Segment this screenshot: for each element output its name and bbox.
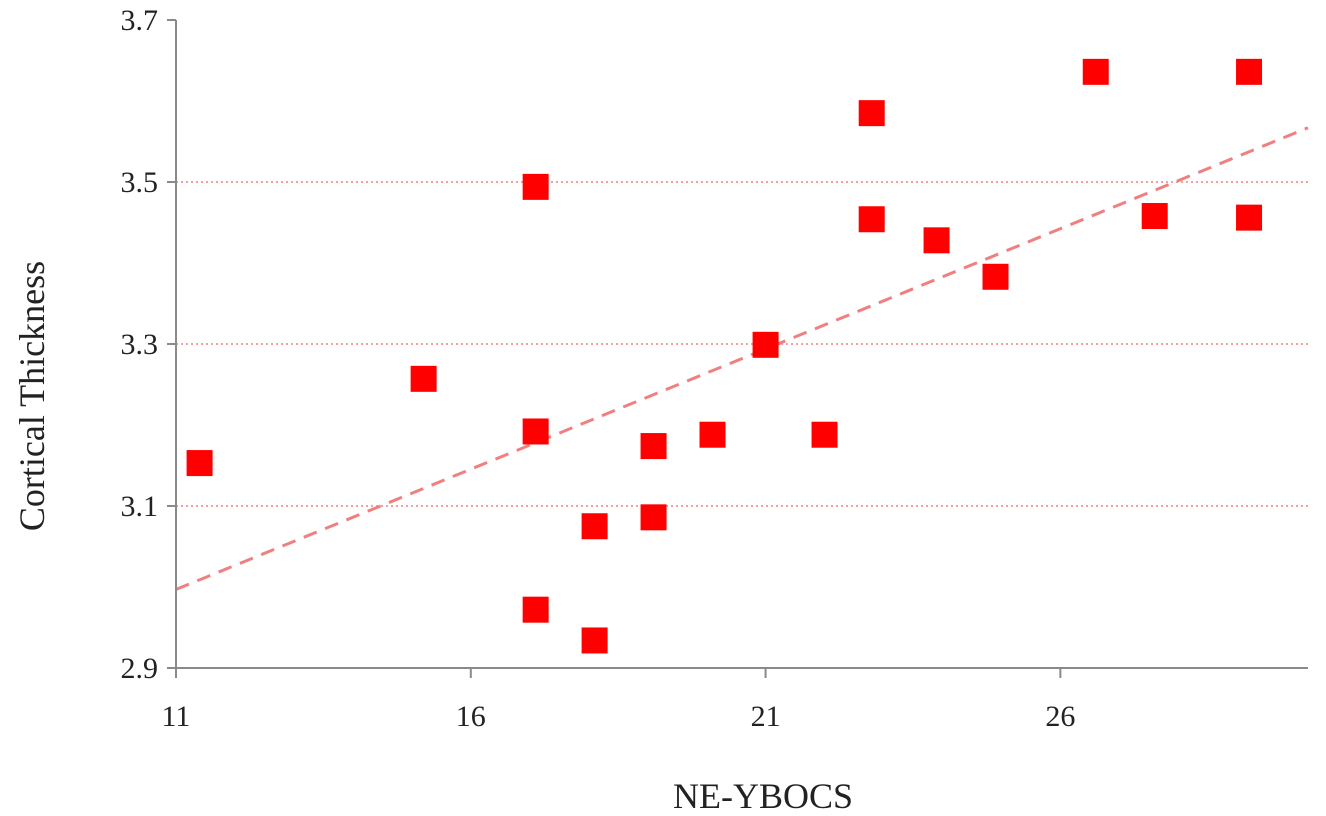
- y-axis-title: Cortical Thickness: [12, 261, 52, 531]
- x-tick-label: 26: [1045, 700, 1075, 733]
- data-point: [581, 627, 608, 654]
- data-point: [858, 100, 885, 127]
- data-points: [186, 58, 1263, 654]
- tick-labels: 2.9 3.1 3.3 3.5 3.7 11 16 21 26: [121, 4, 1076, 733]
- data-point: [1082, 58, 1109, 85]
- data-point: [699, 421, 726, 448]
- x-tick-label: 21: [751, 700, 781, 733]
- y-tick-label: 3.5: [121, 166, 159, 199]
- x-tick-label: 11: [162, 700, 191, 733]
- y-tick-label: 2.9: [121, 652, 159, 685]
- data-point: [410, 365, 437, 392]
- trendline-layer: [175, 126, 1309, 591]
- data-point: [982, 263, 1009, 290]
- data-point: [752, 331, 779, 358]
- y-tick-label: 3.7: [121, 4, 159, 37]
- data-point: [640, 504, 667, 531]
- data-point: [522, 173, 549, 200]
- axes: [167, 19, 1308, 678]
- data-point: [923, 227, 950, 254]
- x-tick-label: 16: [456, 700, 486, 733]
- data-point: [581, 513, 608, 540]
- data-point: [858, 206, 885, 233]
- x-axis-title: NE-YBOCS: [673, 776, 853, 816]
- data-point: [522, 418, 549, 445]
- data-point: [186, 450, 213, 477]
- data-point: [811, 421, 838, 448]
- data-point: [640, 433, 667, 460]
- gridlines: [176, 181, 1308, 507]
- data-point: [1236, 204, 1263, 231]
- data-point: [1141, 203, 1168, 230]
- data-point: [1236, 58, 1263, 85]
- y-tick-label: 3.3: [121, 328, 159, 361]
- data-point: [522, 596, 549, 623]
- trend-line: [175, 126, 1309, 591]
- y-tick-label: 3.1: [121, 490, 159, 523]
